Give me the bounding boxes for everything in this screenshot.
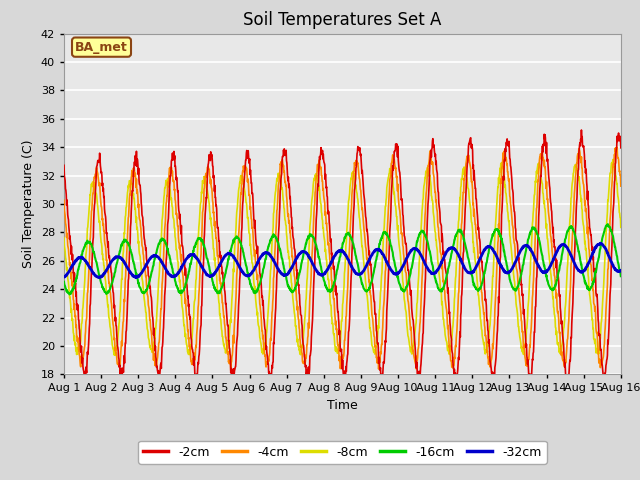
- Title: Soil Temperatures Set A: Soil Temperatures Set A: [243, 11, 442, 29]
- Y-axis label: Soil Temperature (C): Soil Temperature (C): [22, 140, 35, 268]
- X-axis label: Time: Time: [327, 399, 358, 412]
- Text: BA_met: BA_met: [75, 41, 128, 54]
- Legend: -2cm, -4cm, -8cm, -16cm, -32cm: -2cm, -4cm, -8cm, -16cm, -32cm: [138, 441, 547, 464]
